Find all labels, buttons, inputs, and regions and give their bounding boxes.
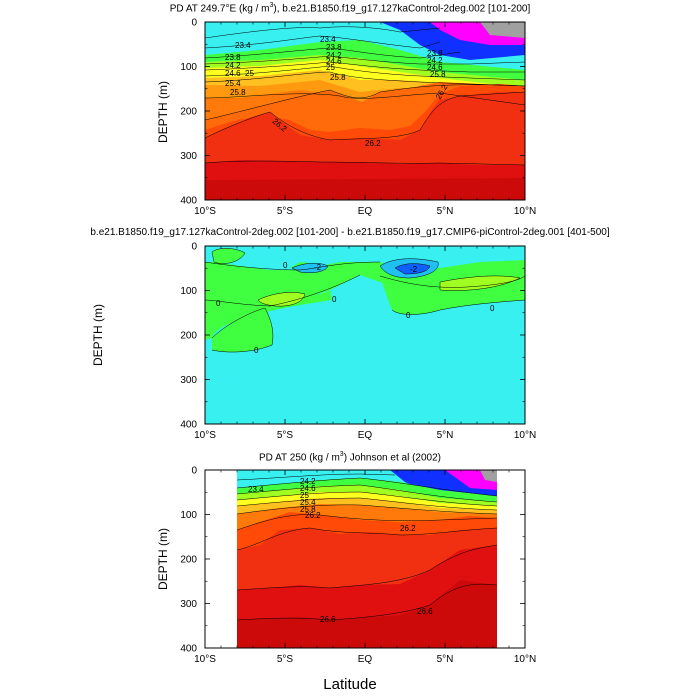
contour-label: 25.8 [300,505,316,514]
contour-label: 0 [283,261,288,270]
contour-label: 0 [406,311,411,320]
x-tick-label: 5°N [437,654,454,665]
panel-1-title: PD AT 249.7°E (kg / m3), b.e21.B1850.f19… [169,2,531,15]
contour-label: 25.4 [300,498,316,507]
x-tick-label: 10°S [194,430,216,441]
contour-label: 26.6 [417,607,433,616]
x-tick-label: 5°S [277,430,294,441]
panel-1-axes: 10°S 5°S EQ 5°N 10°N 0 100 200 300 400 [180,18,536,218]
contour-label: 25 [300,491,309,500]
contour-label: 24.2 [225,61,241,70]
panel-3-field: 23.4 24.2 24.6 25 25.4 25.8 26.2 26.2 26… [236,470,498,648]
contour-label: 0 [254,346,259,355]
panel-1-field: 23.4 23.4 23.8 24.2 24.6 25 25.4 25.8 23… [204,22,526,200]
contour-label: 25 [245,69,254,78]
contour-label: 0 [490,304,495,313]
contour-label: -2 [314,263,322,272]
contour-label: 25.8 [330,73,346,82]
panel-2-axes: 10°S 5°S EQ 5°N 10°N 0 100 200 300 400 [180,242,536,442]
y-tick-label: 400 [180,644,197,655]
contour-label: 26.2 [400,524,416,533]
contour-label: 0 [332,295,337,304]
panel-3-axes: 10°S 5°S EQ 5°N 10°N 0 100 200 300 400 [180,466,536,666]
contour-label: 0 [216,299,221,308]
y-tick-label: 0 [191,242,197,253]
y-tick-label: 100 [180,62,197,73]
contour-label: 24.6 [427,63,443,72]
contour-label: 26.2 [305,511,321,520]
contour-label: 23.4 [320,35,336,44]
y-tick-label: 200 [180,107,197,118]
x-tick-label: 10°N [514,654,536,665]
contour-label: 23.4 [248,485,264,494]
contour-label: 26.6 [320,615,336,624]
contour-label: 24.6 [225,69,241,78]
contour-label: 25.8 [430,70,446,79]
contour-label: 24.6 [300,484,316,493]
x-tick-label: EQ [358,654,373,665]
panel-2: 0 -2 -2 0 0 0 0 0 10°S 5°S EQ 5°N 10°N 0 100 20… [180,242,536,442]
y-tick-label: 300 [180,151,197,162]
contour-label: 24.2 [427,56,443,65]
y-tick-label: 300 [180,599,197,610]
y-tick-label: 0 [191,466,197,477]
x-tick-label: 5°S [277,654,294,665]
contour-label: 24.2 [326,51,342,60]
panel-1-ylabel: DEPTH (m) [156,81,170,143]
x-tick-label: 10°S [194,206,216,217]
contour-label: 25 [326,63,335,72]
x-tick-label: 10°N [514,430,536,441]
x-tick-label: 5°N [437,206,454,217]
y-tick-label: 200 [180,331,197,342]
x-tick-label: EQ [358,430,373,441]
panel-3-title: PD AT 250 (kg / m3) Johnson et al (2002) [259,451,441,464]
contour-label: 23.8 [225,53,241,62]
y-tick-label: 0 [191,18,197,29]
x-tick-label: 10°S [194,654,216,665]
contour-label: 23.4 [235,41,251,50]
x-tick-label: EQ [358,206,373,217]
panel-3-ylabel: DEPTH (m) [156,528,170,590]
contour-label: 26.2 [365,139,381,148]
y-tick-label: 200 [180,555,197,566]
x-axis-label: Latitude [323,676,377,693]
y-tick-label: 100 [180,510,197,521]
contour-label: 25.4 [225,79,241,88]
y-tick-label: 300 [180,375,197,386]
x-tick-label: 10°N [514,206,536,217]
contour-label: 24.6 [326,57,342,66]
x-tick-label: 5°S [277,206,294,217]
panel-2-field: 0 -2 -2 0 0 0 0 0 [204,246,526,424]
panel-2-ylabel: DEPTH (m) [91,304,105,366]
contour-label: 23.8 [326,43,342,52]
y-tick-label: 100 [180,286,197,297]
contour-label: 25.8 [230,88,246,97]
contour-label: 24.2 [300,477,316,486]
panel-3: 23.4 24.2 24.6 25 25.4 25.8 26.2 26.2 26… [180,466,536,666]
contour-label: -2 [410,265,418,274]
y-tick-label: 400 [180,420,197,431]
x-tick-label: 5°N [437,430,454,441]
contour-label: 23.8 [427,49,443,58]
panel-1: 23.4 23.4 23.8 24.2 24.6 25 25.4 25.8 23… [180,18,536,218]
y-tick-label: 400 [180,196,197,207]
panel-2-title: b.e21.B1850.f19_g17.127kaControl-2deg.00… [90,227,610,238]
